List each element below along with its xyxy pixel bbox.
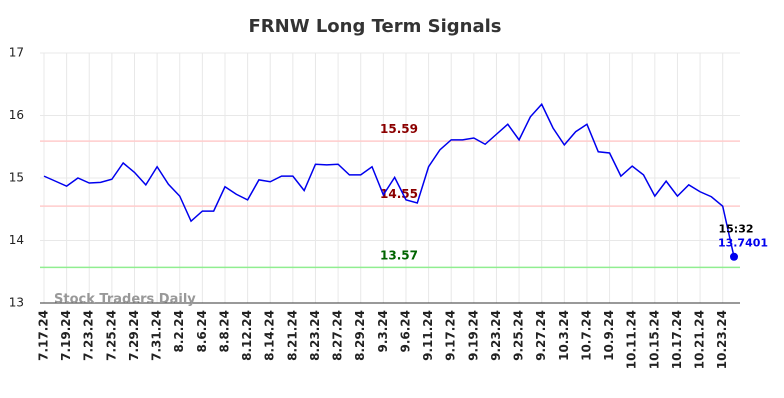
- x-tick-label: 10.11.24: [625, 310, 639, 369]
- x-tick-label: 9.23.24: [489, 310, 503, 361]
- x-tick-label: 10.21.24: [693, 310, 707, 369]
- x-tick-label: 9.19.24: [466, 310, 480, 361]
- signal-label: 13.57: [380, 248, 418, 262]
- y-tick-label: 14: [9, 233, 24, 247]
- x-tick-label: 8.6.24: [195, 310, 209, 353]
- x-tick-label: 9.25.24: [512, 310, 526, 361]
- x-tick-label: 9.27.24: [534, 310, 548, 361]
- x-tick-label: 7.31.24: [150, 310, 164, 361]
- x-tick-label: 8.23.24: [308, 310, 322, 361]
- x-tick-label: 9.6.24: [398, 310, 412, 353]
- x-tick-label: 8.14.24: [263, 310, 277, 361]
- price-line: [43, 102, 735, 257]
- x-tick-label: 7.29.24: [127, 310, 141, 361]
- x-tick-label: 10.17.24: [670, 310, 684, 369]
- x-tick-label: 8.29.24: [353, 310, 367, 361]
- signal-label: 14.55: [380, 187, 418, 201]
- signal-label: 15.59: [380, 122, 418, 136]
- x-tick-label: 7.23.24: [82, 310, 96, 361]
- last-point: [730, 252, 738, 261]
- last-time: 15:32: [718, 223, 753, 236]
- x-tick-label: 7.17.24: [37, 310, 51, 361]
- x-tick-label: 8.21.24: [285, 310, 299, 361]
- x-tick-label: 8.12.24: [240, 310, 254, 361]
- y-tick-label: 16: [9, 108, 24, 122]
- x-tick-label: 7.25.24: [104, 310, 118, 361]
- x-tick-label: 7.19.24: [59, 310, 73, 361]
- y-tick-label: 17: [9, 46, 24, 60]
- last-value: 13.7401: [718, 237, 768, 250]
- chart-title: FRNW Long Term Signals: [248, 16, 501, 37]
- watermark: Stock Traders Daily: [54, 292, 196, 307]
- x-tick-label: 10.9.24: [602, 310, 616, 361]
- x-tick-label: 10.23.24: [715, 310, 729, 369]
- x-tick-label: 9.3.24: [376, 310, 390, 353]
- x-tick-label: 9.11.24: [421, 310, 435, 361]
- x-tick-label: 9.17.24: [444, 310, 458, 361]
- x-tick-label: 10.7.24: [579, 310, 593, 361]
- x-tick-label: 8.2.24: [172, 310, 186, 353]
- x-tick-label: 8.27.24: [331, 310, 345, 361]
- y-tick-label: 13: [9, 296, 24, 310]
- x-tick-label: 8.8.24: [217, 310, 231, 353]
- y-tick-label: 15: [9, 171, 24, 185]
- x-tick-label: 10.15.24: [647, 310, 661, 369]
- x-tick-label: 10.3.24: [557, 310, 571, 361]
